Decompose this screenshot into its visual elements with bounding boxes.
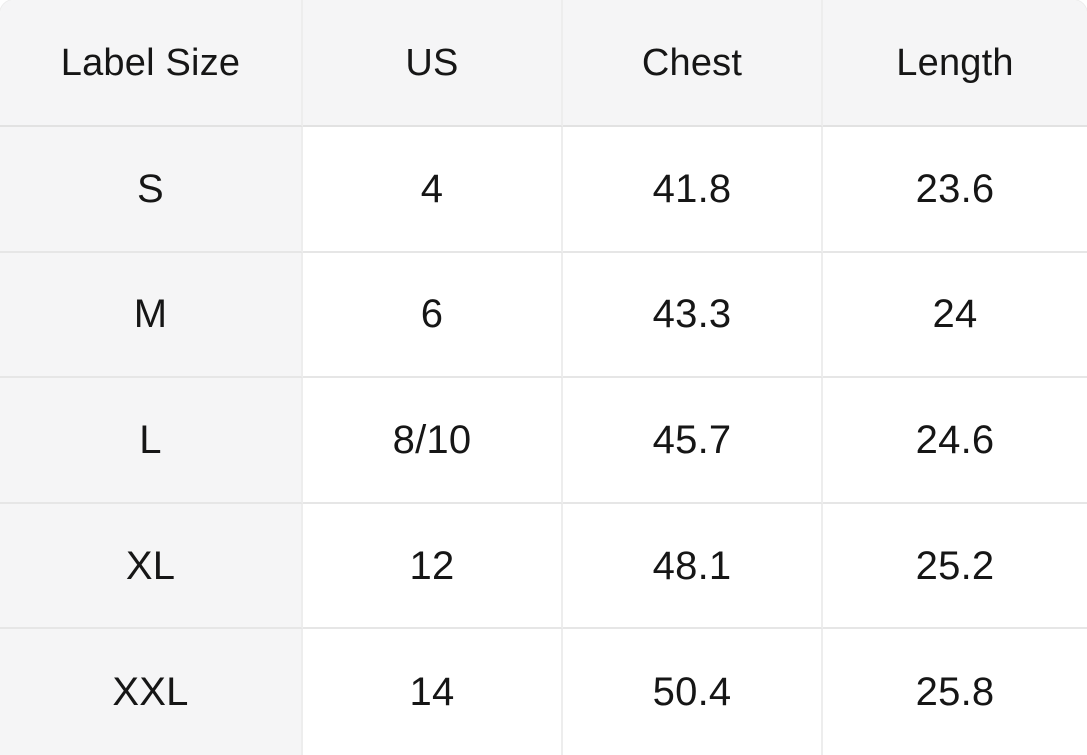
table-row: S 4 41.8 23.6 (0, 127, 1087, 253)
cell-label-size: S (0, 127, 303, 253)
cell-chest: 41.8 (563, 127, 823, 253)
cell-us: 6 (303, 252, 563, 379)
cell-label-size: M (0, 252, 303, 379)
cell-label-size: L (0, 378, 303, 504)
cell-length: 24 (823, 252, 1087, 379)
column-header-us: US (303, 0, 563, 127)
column-header-length: Length (823, 0, 1087, 127)
cell-length: 24.6 (823, 378, 1087, 504)
cell-chest: 43.3 (563, 252, 823, 379)
table-row: M 6 43.3 24 (0, 252, 1087, 379)
cell-us: 4 (303, 127, 563, 253)
table-row: L 8/10 45.7 24.6 (0, 378, 1087, 504)
cell-us: 8/10 (303, 378, 563, 504)
cell-length: 23.6 (823, 127, 1087, 253)
column-header-chest: Chest (563, 0, 823, 127)
cell-us: 14 (303, 629, 563, 755)
cell-length: 25.8 (823, 629, 1087, 755)
cell-label-size: XL (0, 503, 303, 630)
cell-chest: 48.1 (563, 503, 823, 630)
table-row: XL 12 48.1 25.2 (0, 503, 1087, 630)
table-row: XXL 14 50.4 25.8 (0, 629, 1087, 755)
table-header-row: Label Size US Chest Length (0, 0, 1087, 127)
cell-chest: 45.7 (563, 378, 823, 504)
cell-length: 25.2 (823, 503, 1087, 630)
cell-label-size: XXL (0, 629, 303, 755)
cell-us: 12 (303, 503, 563, 630)
cell-chest: 50.4 (563, 629, 823, 755)
column-header-label-size: Label Size (0, 0, 303, 127)
